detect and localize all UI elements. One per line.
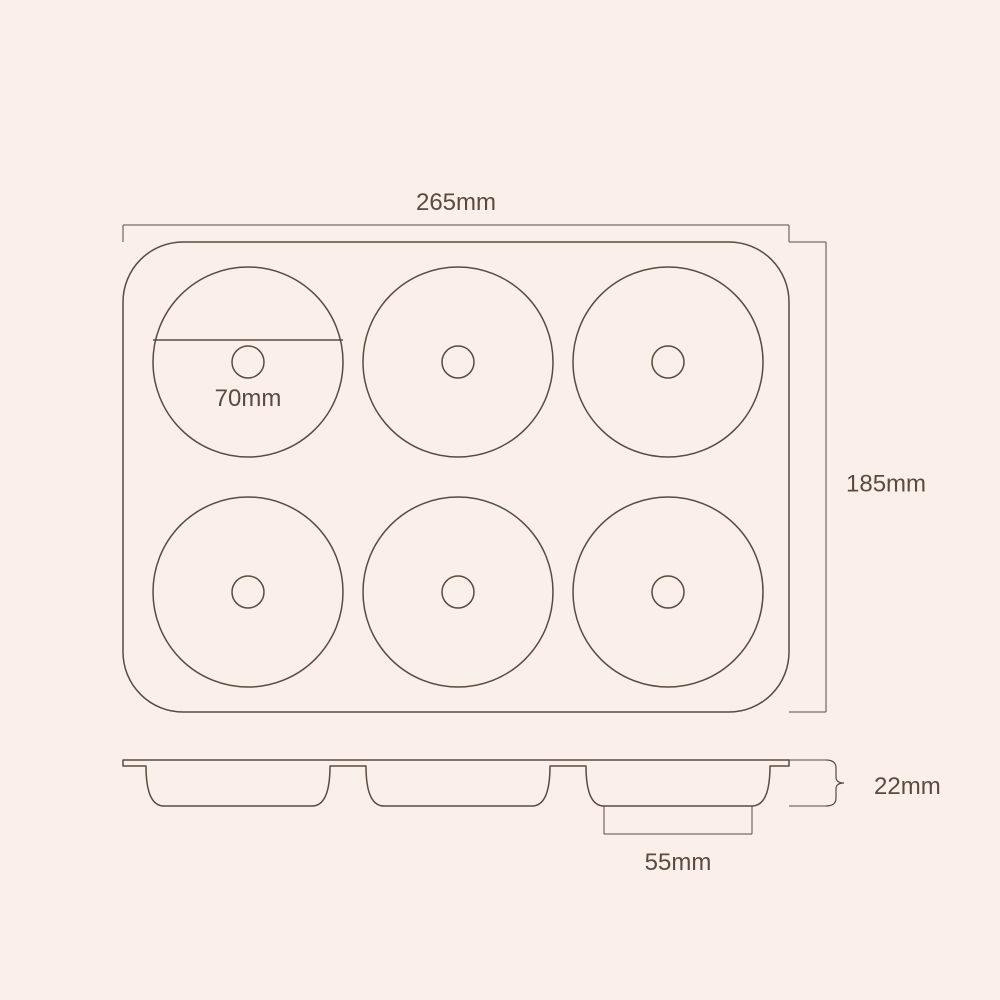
donut-inner-2 (652, 346, 684, 378)
donut-inner-0 (232, 346, 264, 378)
dim-diameter-label: 70mm (215, 385, 282, 412)
donut-inner-3 (232, 576, 264, 608)
donut-outer-2 (573, 267, 763, 457)
donut-outer-4 (363, 497, 553, 687)
donut-outer-1 (363, 267, 553, 457)
donut-outer-5 (573, 497, 763, 687)
donut-outer-0 (153, 267, 343, 457)
donut-inner-1 (442, 346, 474, 378)
technical-diagram: 265mm 185mm 70mm 22mm 55mm (0, 0, 1000, 1000)
donut-inner-5 (652, 576, 684, 608)
dim-depth-brace (826, 760, 844, 806)
side-profile (123, 760, 789, 806)
dim-height-label: 185mm (846, 470, 926, 497)
dim-base-label: 55mm (645, 849, 712, 876)
dim-width-label: 265mm (416, 189, 496, 216)
donut-outer-3 (153, 497, 343, 687)
donut-inner-4 (442, 576, 474, 608)
dim-depth-label: 22mm (874, 773, 941, 800)
tray-outline (123, 242, 789, 712)
